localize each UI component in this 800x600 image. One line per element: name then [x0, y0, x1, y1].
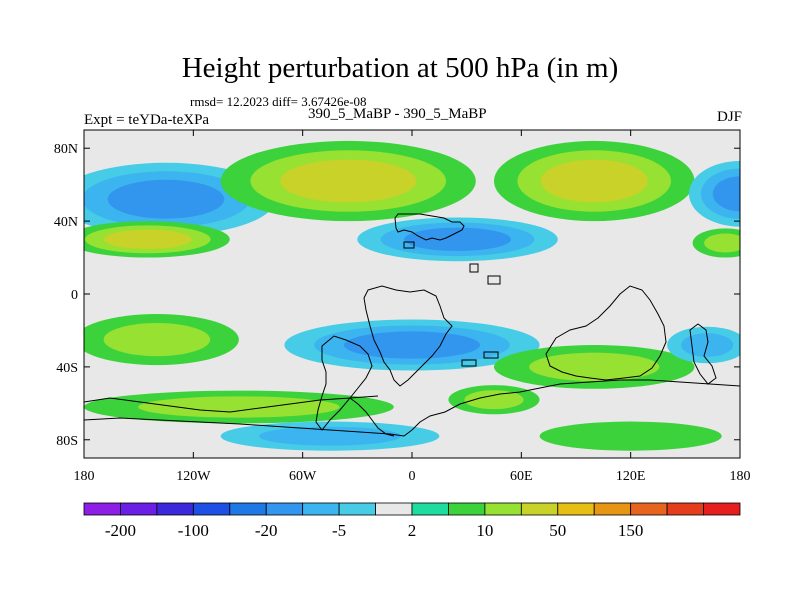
coastline-island-2 [487, 275, 501, 285]
case-label: 390_5_MaBP - 390_5_MaBP [308, 106, 487, 122]
contour-antarctic-high-e-level-0 [539, 421, 722, 451]
contour-eurasia-high-level-2 [540, 159, 648, 203]
stats-text: rmsd= 12.2023 diff= 3.67426e-08 [190, 94, 367, 109]
colorbar-swatch-4 [229, 502, 267, 516]
colorbar-swatch-12 [520, 502, 559, 516]
x-tick-label-5: 120E [616, 469, 646, 484]
contour-pacific-high-nh-level-2 [104, 229, 192, 250]
x-tick-label-0: 180 [74, 469, 95, 484]
coastline-island-1 [469, 263, 479, 273]
y-tick-label-1: 40N [54, 215, 78, 230]
colorbar-swatch-16 [666, 502, 704, 516]
x-tick-label-2: 60W [289, 469, 317, 484]
contour-far-east-low-level-2 [712, 176, 740, 212]
coastline-island-5 [461, 359, 477, 367]
colorbar-label-1: -100 [178, 521, 209, 540]
coastline-island-3 [403, 241, 415, 249]
coastline-antarctic-ridge [84, 395, 379, 413]
colorbar-label-0: -200 [105, 521, 136, 540]
contour-europe-low-level-2 [404, 227, 512, 251]
contour-north-atlantic-high-level-2 [280, 159, 417, 203]
y-tick-label-3: 40S [56, 361, 78, 376]
experiment-label: Expt = teYDa-teXPa [84, 112, 210, 128]
x-tick-label-3: 0 [409, 469, 416, 484]
colorbar-label-7: 150 [618, 521, 644, 540]
contour-west-pacific-high-level-1 [704, 233, 740, 253]
contour-sh-pacific-high-level-1 [103, 322, 211, 357]
contour-indian-ocean-high-level-1 [529, 352, 660, 382]
coastline-africa [363, 285, 453, 387]
contour-north-pacific-low-level-2 [107, 179, 225, 219]
colorbar-swatch-6 [302, 502, 340, 516]
colorbar-swatch-0 [83, 502, 121, 516]
x-tick-label-6: 180 [730, 469, 751, 484]
y-tick-label-0: 80N [54, 142, 78, 157]
colorbar: -200 -100 -20 -5 2 10 50 150 [83, 502, 741, 540]
contour-antarctic-low-level-1 [258, 426, 402, 446]
colorbar-label-2: -20 [255, 521, 278, 540]
contour-south-ocean-high-e-level-1 [464, 390, 524, 410]
contour-fill-layer [84, 140, 740, 451]
colorbar-swatch-10 [448, 502, 486, 516]
colorbar-swatch-1 [120, 502, 158, 516]
chart-title: Height perturbation at 500 hPa (in m) [181, 52, 619, 84]
coastline-nz [689, 323, 717, 385]
colorbar-label-3: -5 [332, 521, 346, 540]
colorbar-swatch-2 [156, 502, 194, 516]
y-tick-label-4: 80S [56, 434, 78, 449]
coastline-south-america [315, 335, 373, 431]
colorbar-swatch-13 [557, 502, 595, 516]
coastline-layer [84, 213, 740, 437]
colorbar-label-6: 50 [549, 521, 566, 540]
colorbar-swatch-14 [593, 502, 632, 516]
colorbar-swatch-9 [411, 502, 449, 516]
coastline-peninsula [349, 397, 395, 437]
season-label: DJF [716, 109, 742, 125]
colorbar-swatch-8 [375, 502, 413, 516]
colorbar-label-5: 10 [476, 521, 493, 540]
x-tick-label-4: 60E [510, 469, 533, 484]
colorbar-swatch-15 [630, 502, 668, 516]
contour-south-ocean-high-w-level-1 [138, 396, 340, 418]
coastline-asia [394, 213, 465, 241]
colorbar-swatch-3 [192, 502, 231, 516]
coastline-australia [545, 285, 667, 381]
axis-layer: 180 120W 60W 0 60E 120E 180 80N 40N 0 40S 80S [54, 130, 751, 484]
colorbar-swatch-7 [338, 502, 376, 516]
colorbar-swatch-5 [265, 502, 304, 516]
colorbar-swatch-17 [703, 502, 741, 516]
contour-sh-atlantic-low-level-2 [343, 331, 481, 359]
colorbar-label-4: 2 [408, 521, 417, 540]
coastline-island-4 [483, 351, 499, 359]
coastline-antarctica [84, 379, 740, 437]
colorbar-swatch-11 [484, 502, 522, 516]
x-tick-label-1: 120W [176, 469, 211, 484]
y-tick-label-2: 0 [71, 288, 78, 303]
